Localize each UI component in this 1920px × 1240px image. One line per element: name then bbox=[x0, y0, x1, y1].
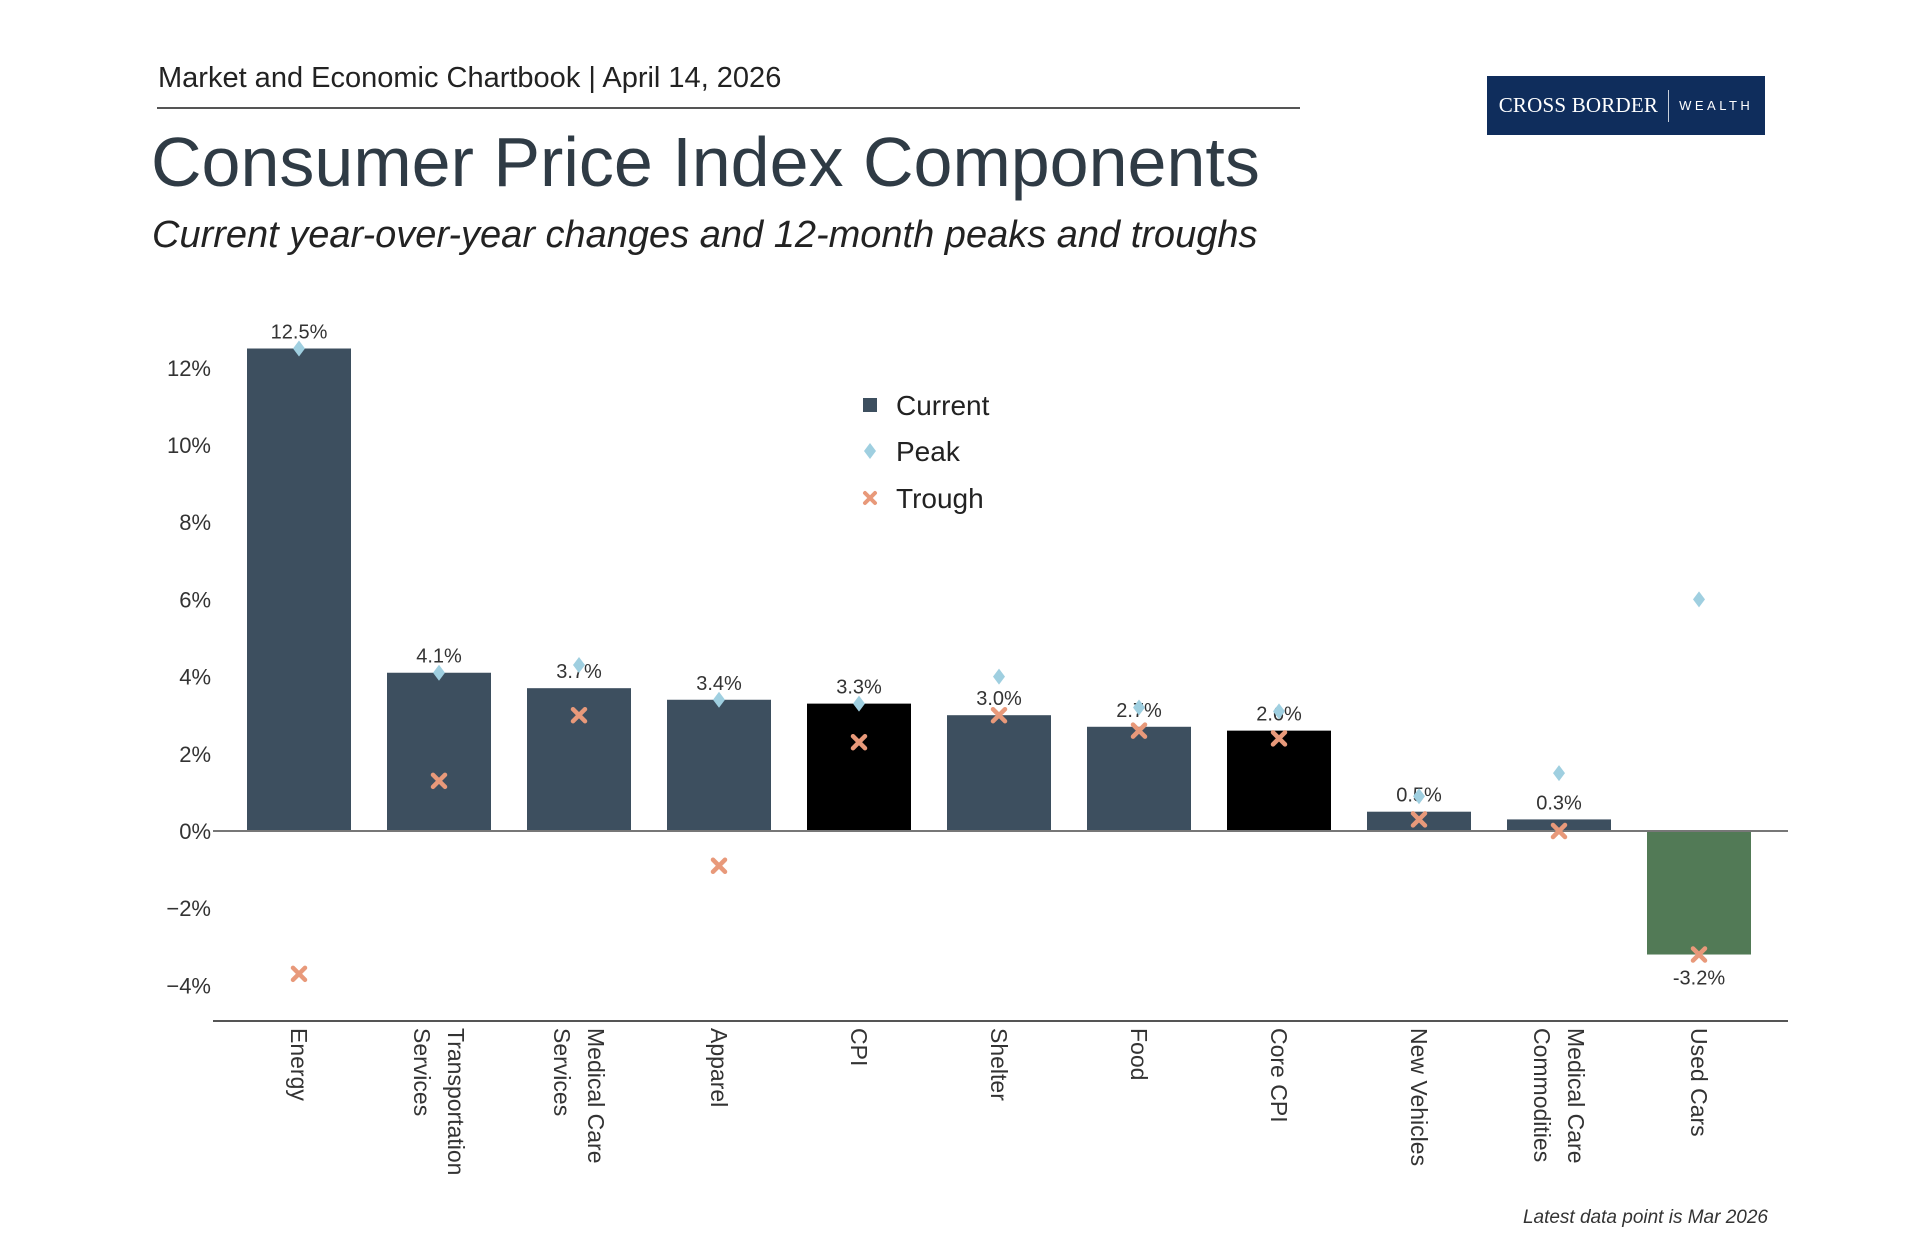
peak-marker bbox=[573, 657, 585, 674]
category-label: Used Cars bbox=[1686, 1028, 1712, 1137]
y-tick-label: 0% bbox=[179, 819, 211, 844]
category-label-line: Medical Care bbox=[1563, 1028, 1589, 1164]
bar-transportation-services bbox=[387, 672, 491, 831]
bar-apparel bbox=[667, 699, 771, 831]
legend-current-swatch bbox=[863, 398, 877, 412]
peak-marker bbox=[853, 695, 865, 712]
peak-marker bbox=[1553, 765, 1565, 782]
trough-marker bbox=[1550, 822, 1568, 840]
category-label: Food bbox=[1126, 1028, 1152, 1080]
trough-marker bbox=[1270, 730, 1288, 747]
data-label: 4.1% bbox=[416, 646, 462, 668]
y-tick-label: −2% bbox=[166, 896, 211, 921]
data-label: 0.3% bbox=[1536, 792, 1582, 814]
category-label-line: New Vehicles bbox=[1406, 1028, 1432, 1166]
logo-secondary: WEALTH bbox=[1679, 98, 1754, 113]
peak-marker bbox=[1133, 699, 1145, 716]
trough-marker bbox=[710, 857, 728, 874]
category-label: Apparel bbox=[706, 1028, 732, 1107]
chart-title: Consumer Price Index Components bbox=[151, 123, 1260, 201]
category-label: Shelter bbox=[986, 1028, 1012, 1101]
y-tick-label: 2% bbox=[179, 742, 211, 767]
bar-cpi bbox=[807, 703, 911, 831]
chartbook-header: Market and Economic Chartbook | April 14… bbox=[158, 62, 782, 94]
bar-used-cars bbox=[1647, 831, 1751, 955]
category-label-line: Services bbox=[549, 1028, 575, 1116]
header-divider bbox=[157, 107, 1300, 109]
y-tick-label: 12% bbox=[167, 356, 211, 381]
trough-marker bbox=[1410, 811, 1428, 828]
category-label: Core CPI bbox=[1266, 1028, 1292, 1123]
category-label-line: Apparel bbox=[706, 1028, 732, 1107]
peak-marker bbox=[433, 664, 445, 681]
legend-peak-swatch bbox=[864, 443, 876, 459]
legend-label: Peak bbox=[896, 436, 961, 467]
y-tick-label: 8% bbox=[179, 510, 211, 535]
category-label: Medical Care Commodities bbox=[1529, 1028, 1589, 1164]
y-tick-label: 10% bbox=[167, 433, 211, 458]
category-label-line: CPI bbox=[846, 1028, 872, 1066]
category-label: Medical Care Services bbox=[549, 1028, 609, 1164]
category-label-line: Energy bbox=[286, 1028, 312, 1101]
category-label: New Vehicles bbox=[1406, 1028, 1432, 1166]
peak-marker bbox=[1693, 591, 1705, 608]
bar-food bbox=[1087, 726, 1191, 831]
trough-marker bbox=[990, 706, 1008, 724]
legend-label: Trough bbox=[896, 483, 984, 514]
bar-medical-care-commodities bbox=[1507, 819, 1611, 831]
trough-marker bbox=[850, 733, 868, 751]
category-label-line: Commodities bbox=[1529, 1028, 1555, 1162]
data-label: 3.3% bbox=[836, 677, 882, 699]
category-label-line: Food bbox=[1126, 1028, 1152, 1080]
y-tick-label: 6% bbox=[179, 587, 211, 612]
peak-marker bbox=[293, 340, 305, 357]
category-label-line: Used Cars bbox=[1686, 1028, 1712, 1137]
trough-marker bbox=[1130, 722, 1148, 739]
peak-marker bbox=[713, 691, 725, 708]
bar-core-cpi bbox=[1227, 730, 1331, 831]
footnote: Latest data point is Mar 2026 bbox=[1522, 1207, 1768, 1228]
trough-marker bbox=[570, 706, 588, 724]
logo-separator bbox=[1668, 89, 1670, 122]
bar-shelter bbox=[947, 715, 1051, 831]
legend-label: Current bbox=[896, 390, 990, 421]
y-tick-label: 4% bbox=[179, 665, 211, 690]
category-label-line: Transportation bbox=[443, 1028, 469, 1175]
trough-marker bbox=[290, 965, 308, 983]
brand-logo: CROSS BORDER WEALTH bbox=[1487, 76, 1765, 135]
y-tick-label: −4% bbox=[166, 973, 211, 998]
category-label-line: Medical Care bbox=[583, 1028, 609, 1164]
category-label-line: Core CPI bbox=[1266, 1028, 1292, 1123]
data-label: 3.4% bbox=[696, 673, 742, 695]
peak-marker bbox=[1413, 788, 1425, 805]
chart-subtitle: Current year-over-year changes and 12-mo… bbox=[152, 214, 1258, 256]
category-label-line: Shelter bbox=[986, 1028, 1012, 1101]
logo-primary: CROSS BORDER bbox=[1498, 93, 1659, 117]
bar-energy bbox=[247, 348, 351, 831]
data-label: 12.5% bbox=[271, 322, 328, 344]
category-label: CPI bbox=[846, 1028, 872, 1066]
peak-marker bbox=[993, 668, 1005, 685]
category-label-line: Services bbox=[409, 1028, 435, 1116]
trough-marker bbox=[1690, 946, 1708, 963]
bar-medical-care-services bbox=[527, 688, 631, 831]
trough-marker bbox=[430, 772, 448, 790]
category-label: Energy bbox=[286, 1028, 312, 1101]
data-label: -3.2% bbox=[1673, 968, 1725, 990]
data-label: 3.0% bbox=[976, 688, 1022, 710]
category-label: Transportation Services bbox=[409, 1028, 469, 1175]
legend-trough-swatch bbox=[863, 491, 877, 505]
peak-marker bbox=[1273, 703, 1285, 720]
